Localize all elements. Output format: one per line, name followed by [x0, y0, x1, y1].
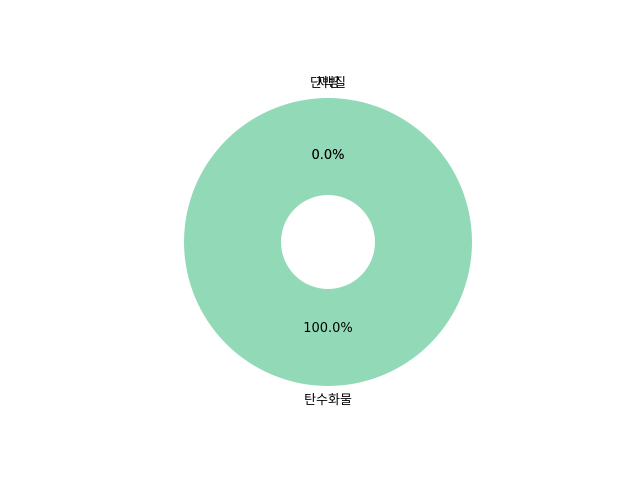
slice-label-1: 단백질 — [310, 76, 346, 91]
slice-pct-label-2: 0.0% — [311, 148, 344, 163]
slice-label-2: 지방 — [316, 76, 340, 91]
slices-group — [184, 98, 472, 386]
slice-pct-label-1: 0.0% — [311, 148, 344, 163]
slice-label-0: 탄수화물 — [304, 393, 352, 408]
slice-pct-label-0: 100.0% — [303, 321, 353, 336]
slice-0 — [184, 98, 472, 386]
